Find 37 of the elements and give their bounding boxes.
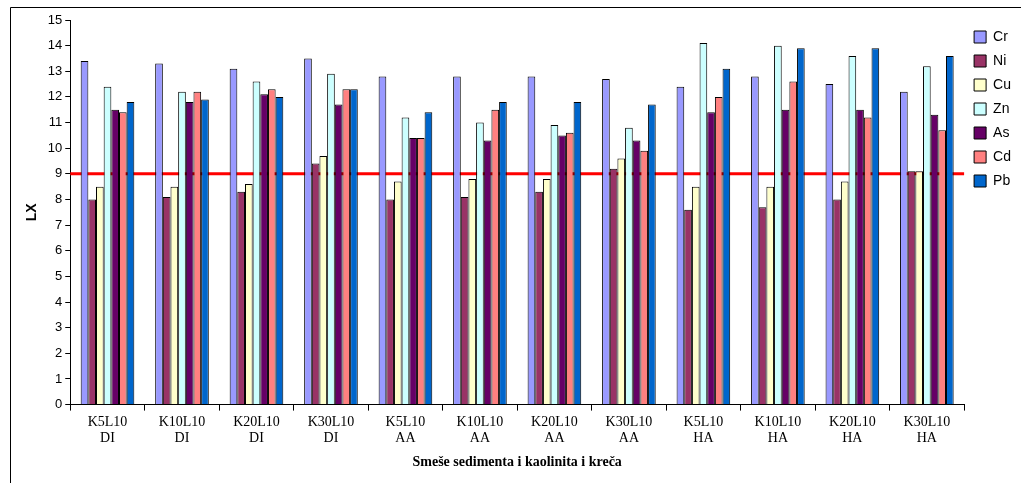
- legend-label: Pb: [993, 171, 1011, 188]
- x-tick-label: K30L10 HA: [903, 413, 951, 446]
- y-tick-label: 8: [55, 191, 63, 207]
- legend-label: Cu: [993, 75, 1012, 92]
- x-tick-label: K30L10 AA: [605, 413, 653, 446]
- x-tick-label: K10L10 AA: [456, 413, 504, 446]
- legend-label: Ni: [993, 51, 1007, 68]
- legend-label: Cr: [993, 27, 1009, 44]
- y-tick-label: 0: [55, 396, 63, 412]
- x-tick-label: K20L10 DI: [233, 413, 280, 446]
- y-axis-title: LX: [23, 202, 40, 222]
- y-tick-label: 15: [47, 11, 63, 27]
- y-tick-label: 7: [55, 216, 63, 232]
- x-tick-label: K20L10 HA: [829, 413, 876, 446]
- y-tick-label: 11: [48, 114, 63, 130]
- y-tick-label: 4: [55, 293, 63, 309]
- x-tick-label: K30L10 DI: [307, 413, 355, 446]
- y-tick-label: 10: [47, 139, 63, 155]
- x-tick-label: K10L10 DI: [158, 413, 206, 446]
- x-tick-label: K5L10 HA: [683, 413, 724, 446]
- y-tick-label: 1: [55, 370, 63, 386]
- legend-label: Zn: [993, 99, 1010, 116]
- y-tick-label: 5: [55, 267, 63, 283]
- legend-label: As: [993, 123, 1010, 140]
- legend-label: Cd: [993, 147, 1012, 164]
- x-tick-label: K20L10 AA: [531, 413, 578, 446]
- y-tick-label: 9: [55, 165, 63, 181]
- x-axis-title: Smeše sedimenta i kaolinita i kreča: [412, 454, 622, 470]
- y-tick-label: 14: [47, 37, 63, 53]
- y-tick-label: 2: [55, 344, 63, 360]
- y-tick-label: 6: [55, 242, 63, 258]
- y-tick-label: 12: [47, 88, 63, 104]
- x-tick-label: K5L10 DI: [87, 413, 128, 446]
- x-tick-label: K10L10 HA: [754, 413, 802, 446]
- y-tick-label: 3: [55, 319, 63, 335]
- x-tick-label: K5L10 AA: [385, 413, 426, 446]
- y-tick-label: 13: [47, 62, 63, 78]
